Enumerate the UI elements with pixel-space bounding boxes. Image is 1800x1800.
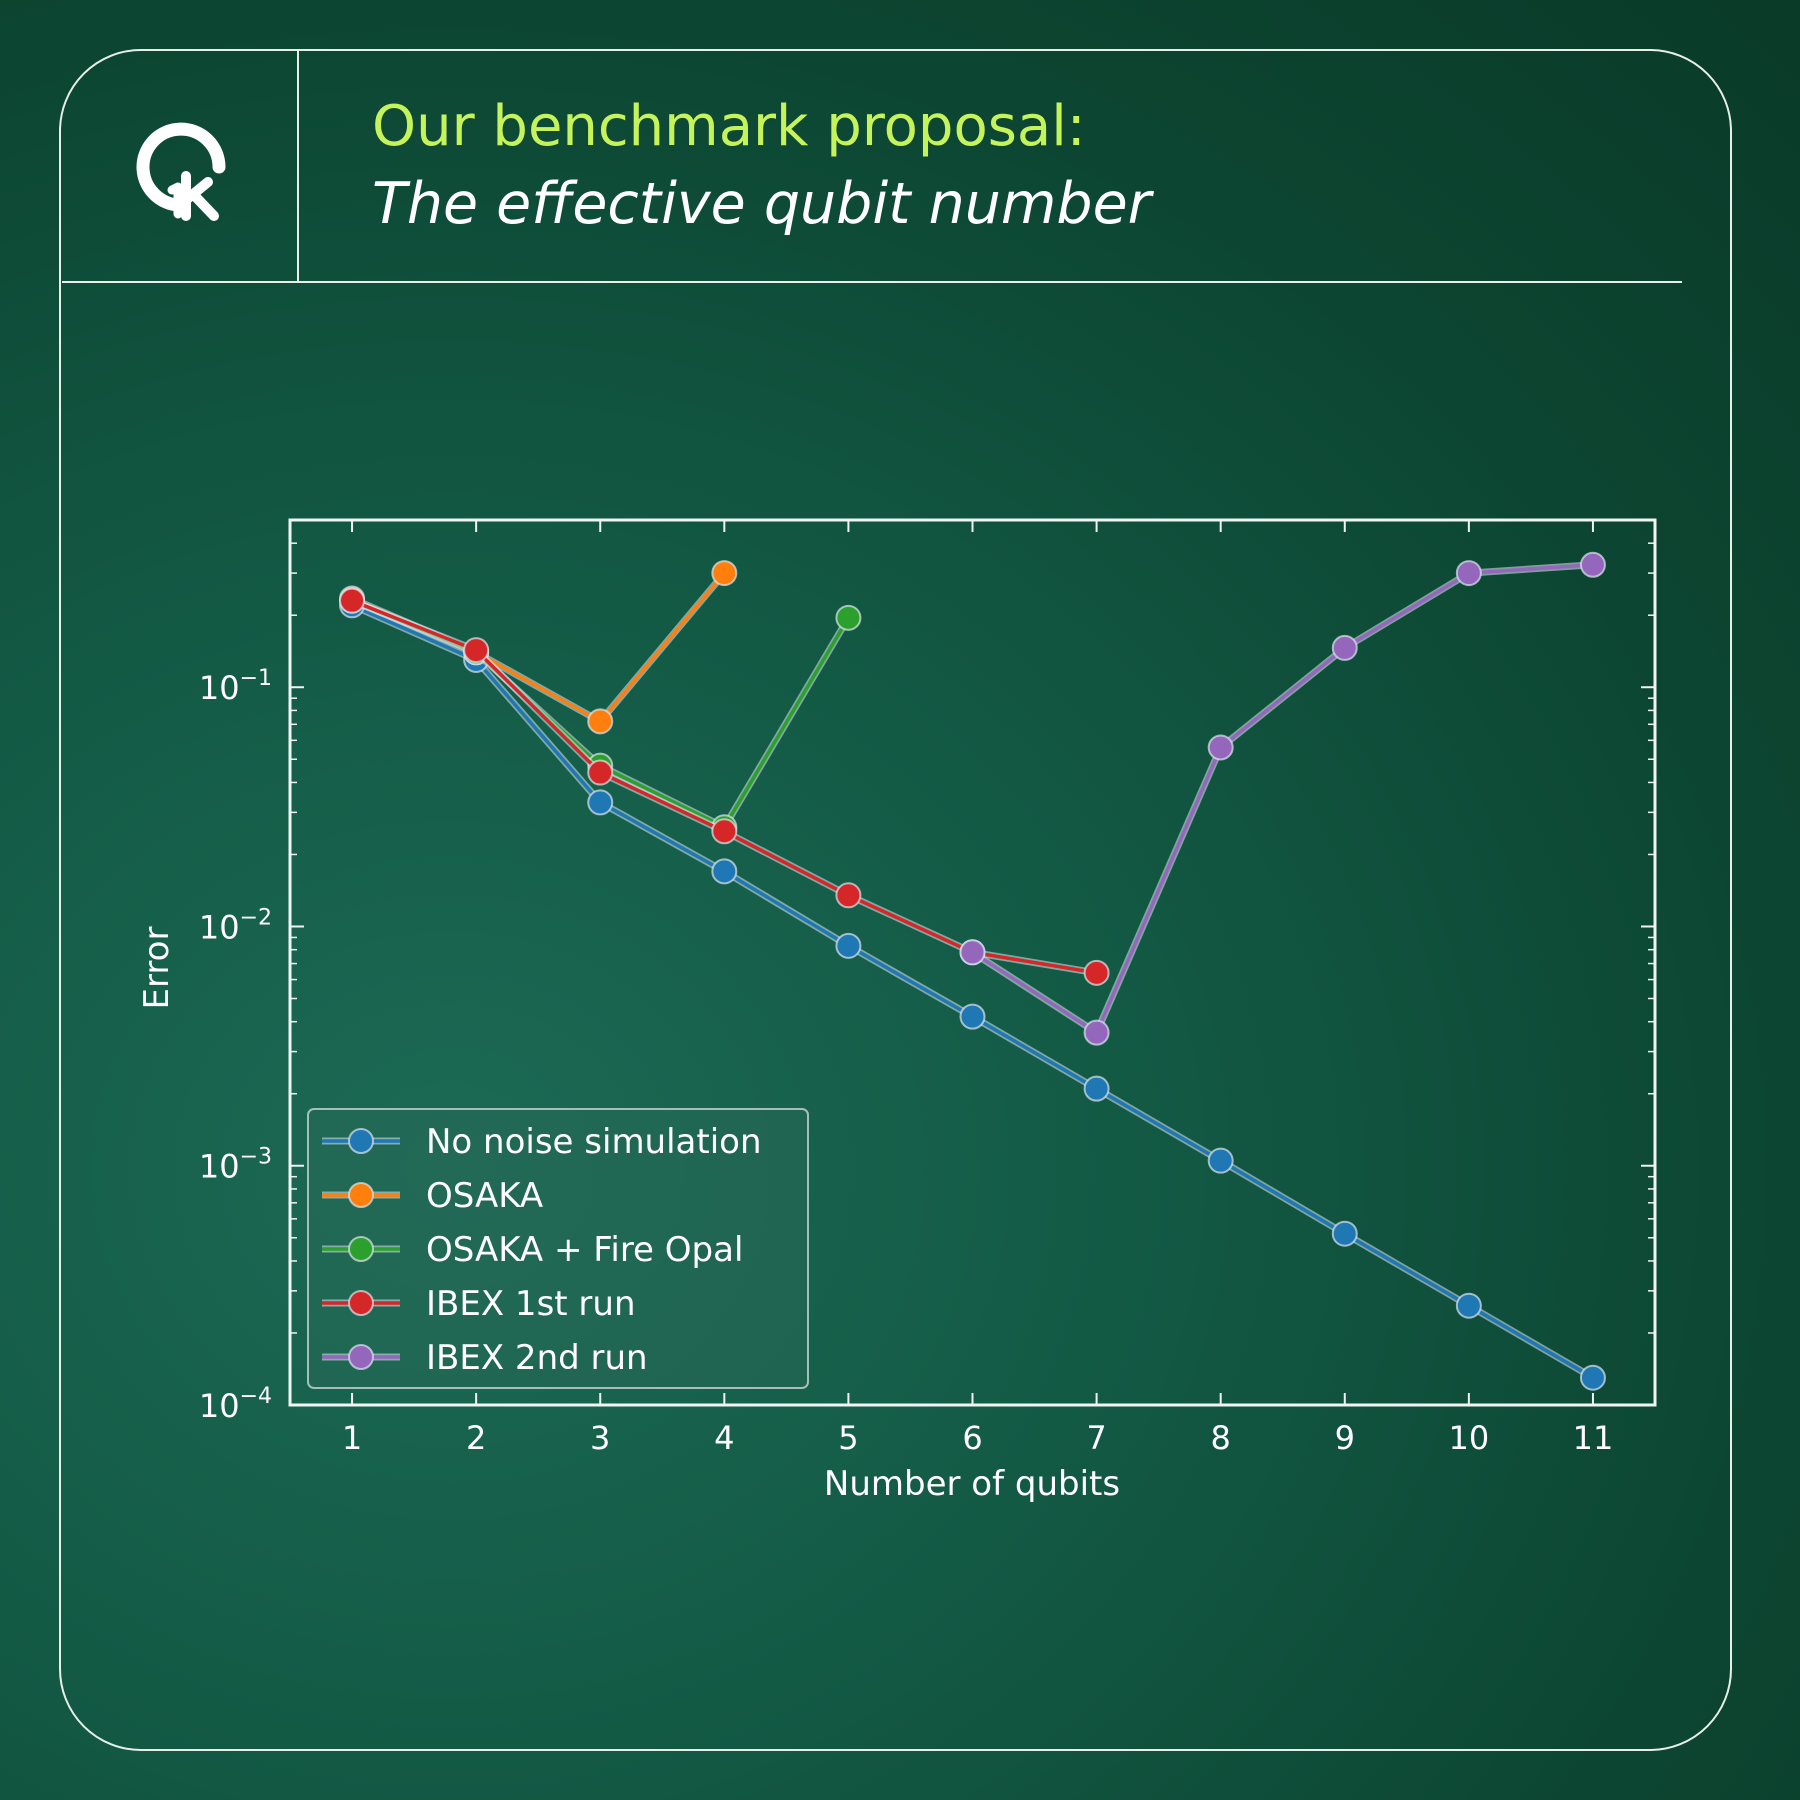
data-point <box>711 858 738 885</box>
data-point <box>711 560 738 587</box>
y-tick-label: 10−1 <box>199 666 272 707</box>
header-divider <box>62 281 1682 283</box>
qk-logo-icon <box>136 122 226 221</box>
y-axis-label: Error <box>137 927 177 1010</box>
card-frame <box>59 49 1732 1751</box>
data-point <box>1207 734 1234 761</box>
legend-marker <box>348 1236 374 1262</box>
logo-divider <box>297 49 299 283</box>
data-point <box>587 789 614 816</box>
data-point <box>835 882 862 909</box>
data-point <box>1455 1292 1482 1319</box>
data-point <box>1083 959 1110 986</box>
series-layer <box>339 551 1606 1391</box>
x-tick-label: 9 <box>1335 1419 1355 1457</box>
x-tick-label: 3 <box>590 1419 610 1457</box>
x-tick-label: 4 <box>714 1419 734 1457</box>
data-point <box>1331 634 1358 661</box>
data-point <box>1579 1364 1606 1391</box>
x-tick-label: 8 <box>1211 1419 1231 1457</box>
data-point <box>1083 1019 1110 1046</box>
data-point <box>711 818 738 845</box>
y-tick-label: 10−3 <box>199 1145 272 1186</box>
data-point <box>339 587 366 614</box>
series-line <box>971 563 1594 1035</box>
tick-labels: 1 2 3 4 5 6 7 8 9 10 11 10−1 10−2 10−3 10−4 <box>199 666 1613 1457</box>
legend-marker <box>348 1344 374 1370</box>
legend-marker <box>348 1290 374 1316</box>
data-point <box>587 759 614 786</box>
page-title: Our benchmark proposal: <box>372 94 1086 159</box>
series-4 <box>959 551 1606 1046</box>
data-point <box>587 708 614 735</box>
legend-label: OSAKA + Fire Opal <box>426 1230 743 1270</box>
y-tick-label: 10−4 <box>199 1384 272 1425</box>
page-subtitle: The effective qubit number <box>372 171 1152 237</box>
data-point <box>835 932 862 959</box>
x-tick-label: 10 <box>1449 1419 1490 1457</box>
data-point <box>959 939 986 966</box>
data-point <box>1579 551 1606 578</box>
x-tick-label: 7 <box>1086 1419 1106 1457</box>
x-tick-label: 2 <box>466 1419 486 1457</box>
data-point <box>1331 1220 1358 1247</box>
x-tick-label: 6 <box>962 1419 982 1457</box>
series-line <box>351 571 726 724</box>
data-point <box>463 637 490 664</box>
data-point <box>835 604 862 631</box>
data-point <box>1083 1075 1110 1102</box>
legend-label: IBEX 2nd run <box>426 1338 648 1378</box>
x-tick-label: 5 <box>838 1419 858 1457</box>
x-tick-label: 1 <box>342 1419 362 1457</box>
x-axis-label: Number of qubits <box>824 1464 1120 1504</box>
data-point <box>959 1003 986 1030</box>
data-point <box>1207 1147 1234 1174</box>
series-line-halo <box>350 570 727 725</box>
legend-label: IBEX 1st run <box>426 1284 636 1324</box>
legend-label: OSAKA <box>426 1176 543 1216</box>
legend-marker <box>348 1128 374 1154</box>
data-point <box>1455 560 1482 587</box>
legend: No noise simulation OSAKA OSAKA + Fire Opa… <box>307 1108 809 1389</box>
y-tick-label: 10−2 <box>199 905 272 946</box>
axis-ticks <box>290 519 1655 1406</box>
legend-label: No noise simulation <box>426 1122 762 1162</box>
x-tick-label: 11 <box>1573 1419 1614 1457</box>
series-line-halo <box>970 561 1594 1037</box>
legend-marker <box>348 1182 374 1208</box>
legend-box <box>307 1108 809 1389</box>
